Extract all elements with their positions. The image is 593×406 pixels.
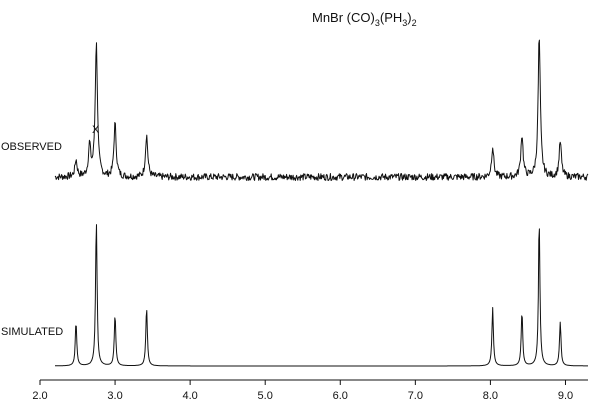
simulated-spectrum-trace	[55, 224, 588, 367]
observed-spectrum-trace	[54, 39, 589, 181]
x-tick-label: 3.0	[107, 390, 122, 402]
x-axis-ticks: 2.0 3.0 4.0 5.0 6.0 7.0 8.0 9.0	[32, 380, 573, 402]
x-tick-label: 9.0	[558, 390, 573, 402]
x-tick-label: 6.0	[333, 390, 348, 402]
chart-title: MnBr (CO)3(PH3)2	[312, 10, 417, 28]
impurity-marker: X	[92, 124, 100, 136]
x-tick-label: 5.0	[258, 390, 273, 402]
observed-label: OBSERVED	[1, 141, 62, 153]
simulated-label: SIMULATED	[1, 326, 63, 338]
x-tick-label: 7.0	[408, 390, 423, 402]
x-tick-label: 2.0	[32, 390, 47, 402]
x-tick-label: 8.0	[483, 390, 498, 402]
x-tick-label: 4.0	[182, 390, 197, 402]
